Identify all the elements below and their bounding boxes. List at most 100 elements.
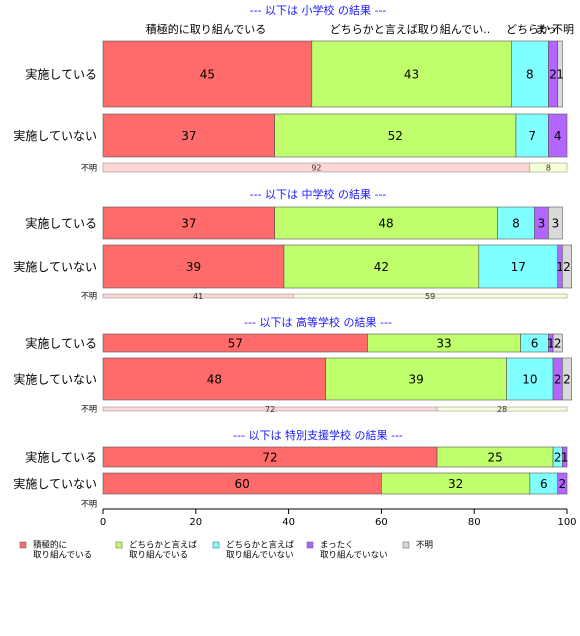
bar-value-label: 37 xyxy=(181,217,196,231)
legend-swatch xyxy=(115,541,123,549)
bar-segment xyxy=(548,206,563,240)
bar-value-label: 2 xyxy=(554,337,562,351)
bar-value-label: 2 xyxy=(554,373,562,387)
legend-label: 積極的に xyxy=(33,540,67,551)
bar-category-label: 実施していない xyxy=(13,372,97,387)
bar-value-label: 45 xyxy=(200,68,215,82)
bar-segment xyxy=(562,357,572,401)
legend-label: 取り組んでいる xyxy=(129,550,188,561)
bar-value-label: 4 xyxy=(554,129,562,143)
bar-value-label: 2 xyxy=(549,68,557,82)
bar-segment xyxy=(102,244,285,289)
bar-segment xyxy=(325,357,507,401)
bar-segment xyxy=(557,472,568,495)
x-tick-label: 0 xyxy=(100,517,106,528)
bar-segment xyxy=(283,244,480,289)
column-header: まっ xyxy=(535,23,557,36)
x-tick-label: 80 xyxy=(468,517,481,528)
legend-label: 取り組んでいない xyxy=(320,550,388,561)
bar-value-label: 57 xyxy=(228,337,243,351)
bar-value-label: 1 xyxy=(547,337,555,351)
bar-value-label: 60 xyxy=(235,477,250,491)
bar-value-label: 2 xyxy=(563,373,571,387)
bar-segment xyxy=(562,244,572,289)
bar-value-label: 43 xyxy=(404,68,419,82)
bar-category-label: 実施している xyxy=(25,67,97,82)
legend-label: まったく xyxy=(320,541,354,551)
bar-value-label: 10 xyxy=(522,373,537,387)
bar-value-label: 3 xyxy=(552,217,560,231)
unknown-value-label: 28 xyxy=(497,405,507,414)
bar-segment xyxy=(515,113,549,158)
bar-value-label: 1 xyxy=(556,260,564,274)
bar-category-label: 実施している xyxy=(25,450,97,465)
x-tick-label: 20 xyxy=(189,517,202,528)
legend-swatch xyxy=(402,541,410,549)
bar-value-label: 52 xyxy=(388,129,403,143)
x-tick-label: 100 xyxy=(557,517,576,528)
bar-value-label: 3 xyxy=(538,217,546,231)
legend-label: 不明 xyxy=(416,541,433,551)
unknown-row-label: 不明 xyxy=(81,164,97,173)
bar-value-label: 72 xyxy=(262,451,277,465)
bar-value-label: 2 xyxy=(559,477,567,491)
unknown-row-label: 不明 xyxy=(81,292,97,301)
legend-swatch xyxy=(212,541,220,549)
unknown-value-label: 41 xyxy=(193,292,203,301)
bar-value-label: 48 xyxy=(207,373,222,387)
unknown-segment xyxy=(292,293,568,299)
bar-value-label: 39 xyxy=(186,260,201,274)
bar-value-label: 1 xyxy=(556,68,564,82)
column-header: 不明 xyxy=(552,23,574,36)
unknown-value-label: 92 xyxy=(311,164,321,173)
bar-value-label: 7 xyxy=(528,129,536,143)
bar-segment xyxy=(562,446,568,468)
bar-value-label: 32 xyxy=(448,477,463,491)
bar-value-label: 17 xyxy=(511,260,526,274)
legend-swatch xyxy=(19,541,27,549)
bar-value-label: 2 xyxy=(554,451,562,465)
bar-segment xyxy=(511,40,549,108)
bar-segment xyxy=(552,333,563,353)
bar-segment xyxy=(102,113,275,158)
bar-value-label: 2 xyxy=(563,260,571,274)
bar-segment xyxy=(102,206,275,240)
bar-value-label: 39 xyxy=(409,373,424,387)
unknown-segment xyxy=(436,406,568,412)
unknown-row-label: 不明 xyxy=(81,405,97,414)
bar-segment xyxy=(557,40,563,108)
legend-label: どちらかと言えば xyxy=(129,540,198,551)
bar-value-label: 42 xyxy=(374,260,389,274)
x-tick-label: 60 xyxy=(375,517,388,528)
group-title: --- 以下は 小学校 の結果 --- xyxy=(250,3,387,17)
bar-segment xyxy=(274,206,498,240)
bar-value-label: 8 xyxy=(526,68,534,82)
bar-category-label: 実施している xyxy=(25,216,97,231)
bar-segment xyxy=(478,244,559,289)
group-title: --- 以下は 高等学校 の結果 --- xyxy=(244,315,392,329)
unknown-value-label: 8 xyxy=(546,164,551,173)
legend-label: 取り組んでいる xyxy=(33,550,92,561)
unknown-segment xyxy=(529,162,568,173)
bar-segment xyxy=(102,357,327,401)
group-title: --- 以下は 中学校 の結果 --- xyxy=(250,187,387,201)
unknown-row-label: 不明 xyxy=(81,500,97,509)
column-header: どちらか xyxy=(506,23,550,36)
bar-value-label: 33 xyxy=(436,337,451,351)
unknown-value-label: 72 xyxy=(265,405,275,414)
bar-category-label: 実施している xyxy=(25,336,97,351)
bar-value-label: 37 xyxy=(181,129,196,143)
bar-value-label: 6 xyxy=(531,337,539,351)
bar-category-label: 実施していない xyxy=(13,259,97,274)
x-tick-label: 40 xyxy=(282,517,295,528)
bar-category-label: 実施していない xyxy=(13,128,97,143)
column-header: どちらかと言えば取り組んでい.. xyxy=(330,23,490,36)
bar-category-label: 実施していない xyxy=(13,476,97,491)
bar-segment xyxy=(102,40,313,108)
legend-label: 取り組んでいない xyxy=(226,550,294,561)
bar-value-label: 1 xyxy=(561,451,569,465)
legend-label: どちらかと言えば xyxy=(226,540,295,551)
bar-value-label: 8 xyxy=(512,217,520,231)
bar-segment xyxy=(274,113,517,158)
